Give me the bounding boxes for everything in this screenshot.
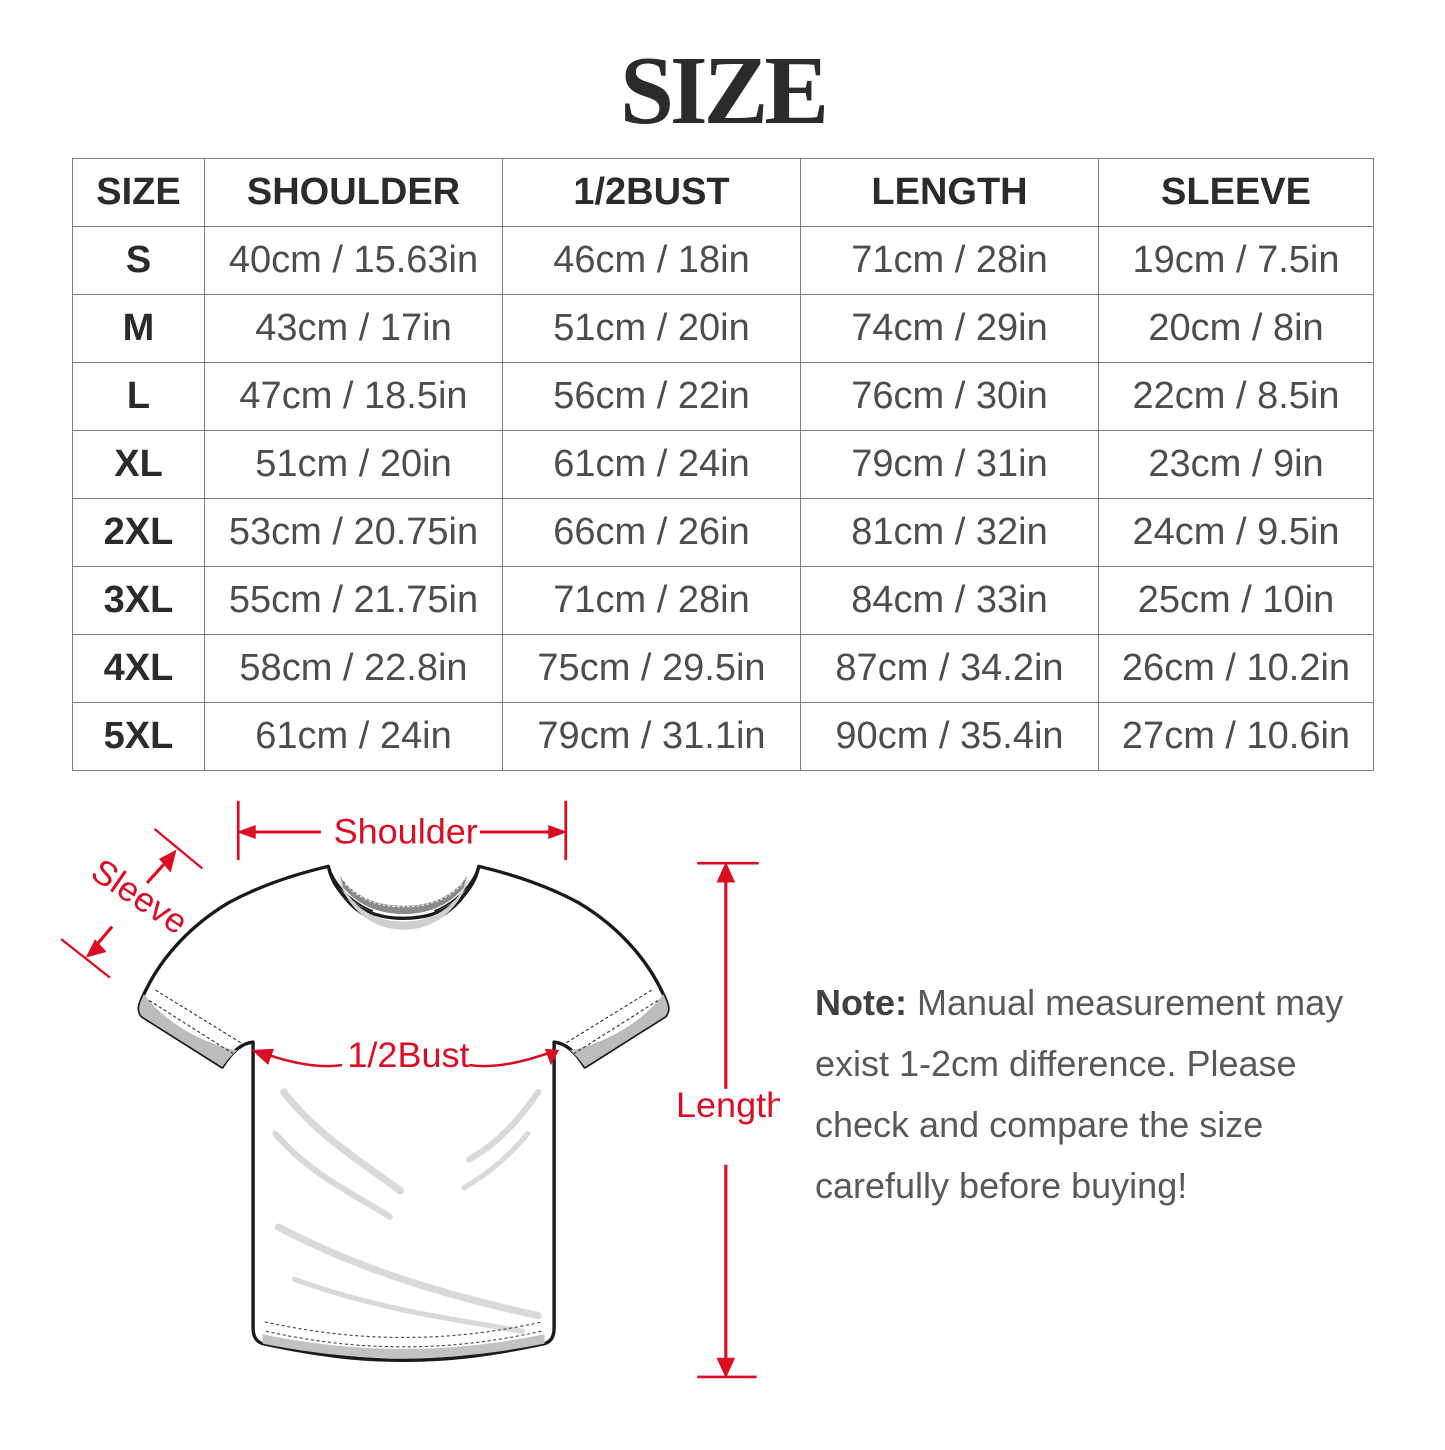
svg-text:Shoulder: Shoulder	[334, 812, 478, 852]
svg-text:1/2Bust: 1/2Bust	[347, 1035, 469, 1075]
svg-text:Length: Length	[676, 1085, 780, 1125]
svg-text:Sleeve: Sleeve	[84, 852, 194, 942]
